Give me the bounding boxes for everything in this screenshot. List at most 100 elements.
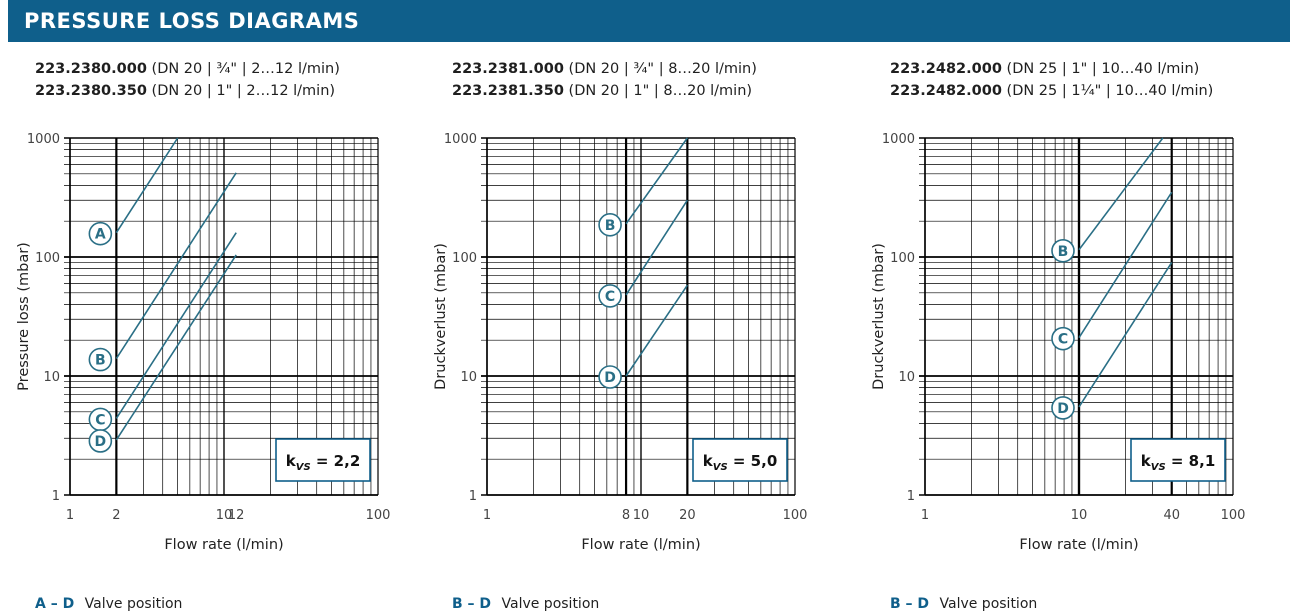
series-label: D [95, 434, 107, 450]
series-line [115, 232, 237, 419]
kvs-box [692, 438, 788, 482]
series-line [1078, 137, 1164, 251]
legend-text: Valve position [939, 596, 1038, 612]
y-tick-label: 1 [469, 489, 477, 504]
series-line [1078, 191, 1173, 339]
model-spec: (DN 25 | 1" | 10…40 l/min) [1006, 61, 1200, 77]
series-label-circle [598, 365, 622, 389]
legend-key: A – D [35, 596, 75, 612]
series-label: D [604, 370, 616, 386]
y-tick-label: 1000 [27, 132, 60, 147]
legend-text: Valve position [501, 596, 600, 612]
y-tick-label: 1000 [882, 132, 915, 147]
y-tick-label: 1000 [444, 132, 477, 147]
series-label-circle [88, 347, 113, 372]
model-spec: (DN 25 | 1¼" | 10…40 l/min) [1006, 83, 1214, 99]
y-tick-label: 100 [35, 251, 60, 266]
model-line: 223.2381.000 (DN 20 | ¾" | 8…20 l/min) [452, 58, 872, 80]
legend-key: B – D [452, 596, 492, 612]
series-label: C [605, 289, 615, 305]
pressure-loss-chart: 1 10 100 1000 1 10 40 100 Flow rate (l/min) Druck… [871, 132, 1246, 553]
series-line [625, 284, 689, 377]
x-tick-label: 1 [483, 508, 491, 523]
series-label-circle [1051, 326, 1075, 351]
series-line [625, 199, 689, 296]
x-tick-label: 20 [679, 508, 696, 523]
model-number: 223.2381.000 [452, 61, 564, 77]
y-tick-label: 100 [890, 251, 915, 266]
model-spec: (DN 20 | 1" | 2…12 l/min) [151, 83, 336, 99]
kvs-box [1130, 438, 1226, 482]
y-tick-label: 10 [898, 370, 915, 385]
page-title: PRESSURE LOSS DIAGRAMS [24, 9, 360, 33]
x-tick-label: 10 [216, 508, 233, 523]
x-tick-label: 10 [633, 508, 650, 523]
page-header: PRESSURE LOSS DIAGRAMS [8, 0, 1290, 42]
y-tick-label: 10 [43, 370, 60, 385]
kvs-value: kVS = 8,1 [1141, 452, 1216, 473]
model-number: 223.2482.000 [890, 61, 1002, 77]
series-label: A [95, 227, 106, 243]
y-tick-label: 10 [460, 370, 477, 385]
model-line: 223.2380.350 (DN 20 | 1" | 2…12 l/min) [35, 80, 455, 102]
series-label-circle [88, 221, 113, 246]
series-label-circle [88, 429, 113, 453]
series-label: B [1058, 244, 1069, 260]
model-line: 223.2482.000 (DN 25 | 1" | 10…40 l/min) [890, 58, 1290, 80]
series-label: B [95, 353, 106, 369]
legend: A – D Valve position [35, 596, 182, 612]
x-tick-label: 12 [228, 508, 245, 523]
x-tick-label: 10 [1071, 508, 1088, 523]
x-axis-title: Flow rate (l/min) [581, 537, 700, 553]
model-number: 223.2380.000 [35, 61, 147, 77]
diagram-panel-3: 223.2482.000 (DN 25 | 1" | 10…40 l/min) … [871, 58, 1290, 612]
series-label-circle [1051, 396, 1075, 420]
x-tick-label: 100 [1221, 508, 1246, 523]
model-line: 223.2381.350 (DN 20 | 1" | 8…20 l/min) [452, 80, 872, 102]
grid [481, 137, 796, 496]
series-label: C [1058, 332, 1068, 348]
kvs-value: kVS = 5,0 [703, 452, 778, 473]
model-spec: (DN 20 | 1" | 8…20 l/min) [568, 83, 753, 99]
model-spec: (DN 20 | ¾" | 8…20 l/min) [568, 61, 757, 77]
model-line: 223.2482.000 (DN 25 | 1¼" | 10…40 l/min) [890, 80, 1290, 102]
legend-text: Valve position [84, 596, 183, 612]
kvs-value: kVS = 2,2 [286, 452, 361, 473]
y-axis-title: Druckverlust (mbar) [871, 243, 887, 390]
series-line [625, 137, 689, 225]
model-line: 223.2380.000 (DN 20 | ¾" | 2…12 l/min) [35, 58, 455, 80]
x-tick-label: 100 [366, 508, 391, 523]
x-tick-label: 100 [783, 508, 808, 523]
series-line [115, 137, 179, 234]
legend: B – D Valve position [452, 596, 599, 612]
x-axis-title: Flow rate (l/min) [1019, 537, 1138, 553]
series-line [1078, 262, 1173, 408]
series-label: D [1057, 401, 1069, 417]
series-label-circle [598, 213, 622, 237]
diagram-panel-2: 223.2381.000 (DN 20 | ¾" | 8…20 l/min) 2… [433, 58, 872, 612]
diagram-panel-1: 223.2380.000 (DN 20 | ¾" | 2…12 l/min) 2… [16, 58, 455, 612]
series-label-circle [598, 284, 622, 308]
kvs-box [275, 438, 371, 482]
x-tick-label: 1 [66, 508, 74, 523]
x-tick-label: 2 [112, 508, 120, 523]
series-label: B [605, 218, 616, 234]
y-axis-title: Druckverlust (mbar) [433, 243, 449, 390]
y-tick-label: 1 [907, 489, 915, 504]
y-tick-label: 100 [452, 251, 477, 266]
legend: B – D Valve position [890, 596, 1037, 612]
x-tick-label: 1 [921, 508, 929, 523]
model-number: 223.2482.000 [890, 83, 1002, 99]
series-label-circle [1051, 238, 1075, 263]
model-number: 223.2380.350 [35, 83, 147, 99]
series-line [115, 254, 237, 441]
model-spec: (DN 20 | ¾" | 2…12 l/min) [151, 61, 340, 77]
series-line [115, 172, 237, 360]
series-label: C [95, 412, 105, 428]
model-number: 223.2381.350 [452, 83, 564, 99]
x-tick-label: 40 [1163, 508, 1180, 523]
y-tick-label: 1 [52, 489, 60, 504]
x-tick-label: 8 [622, 508, 630, 523]
legend-key: B – D [890, 596, 930, 612]
